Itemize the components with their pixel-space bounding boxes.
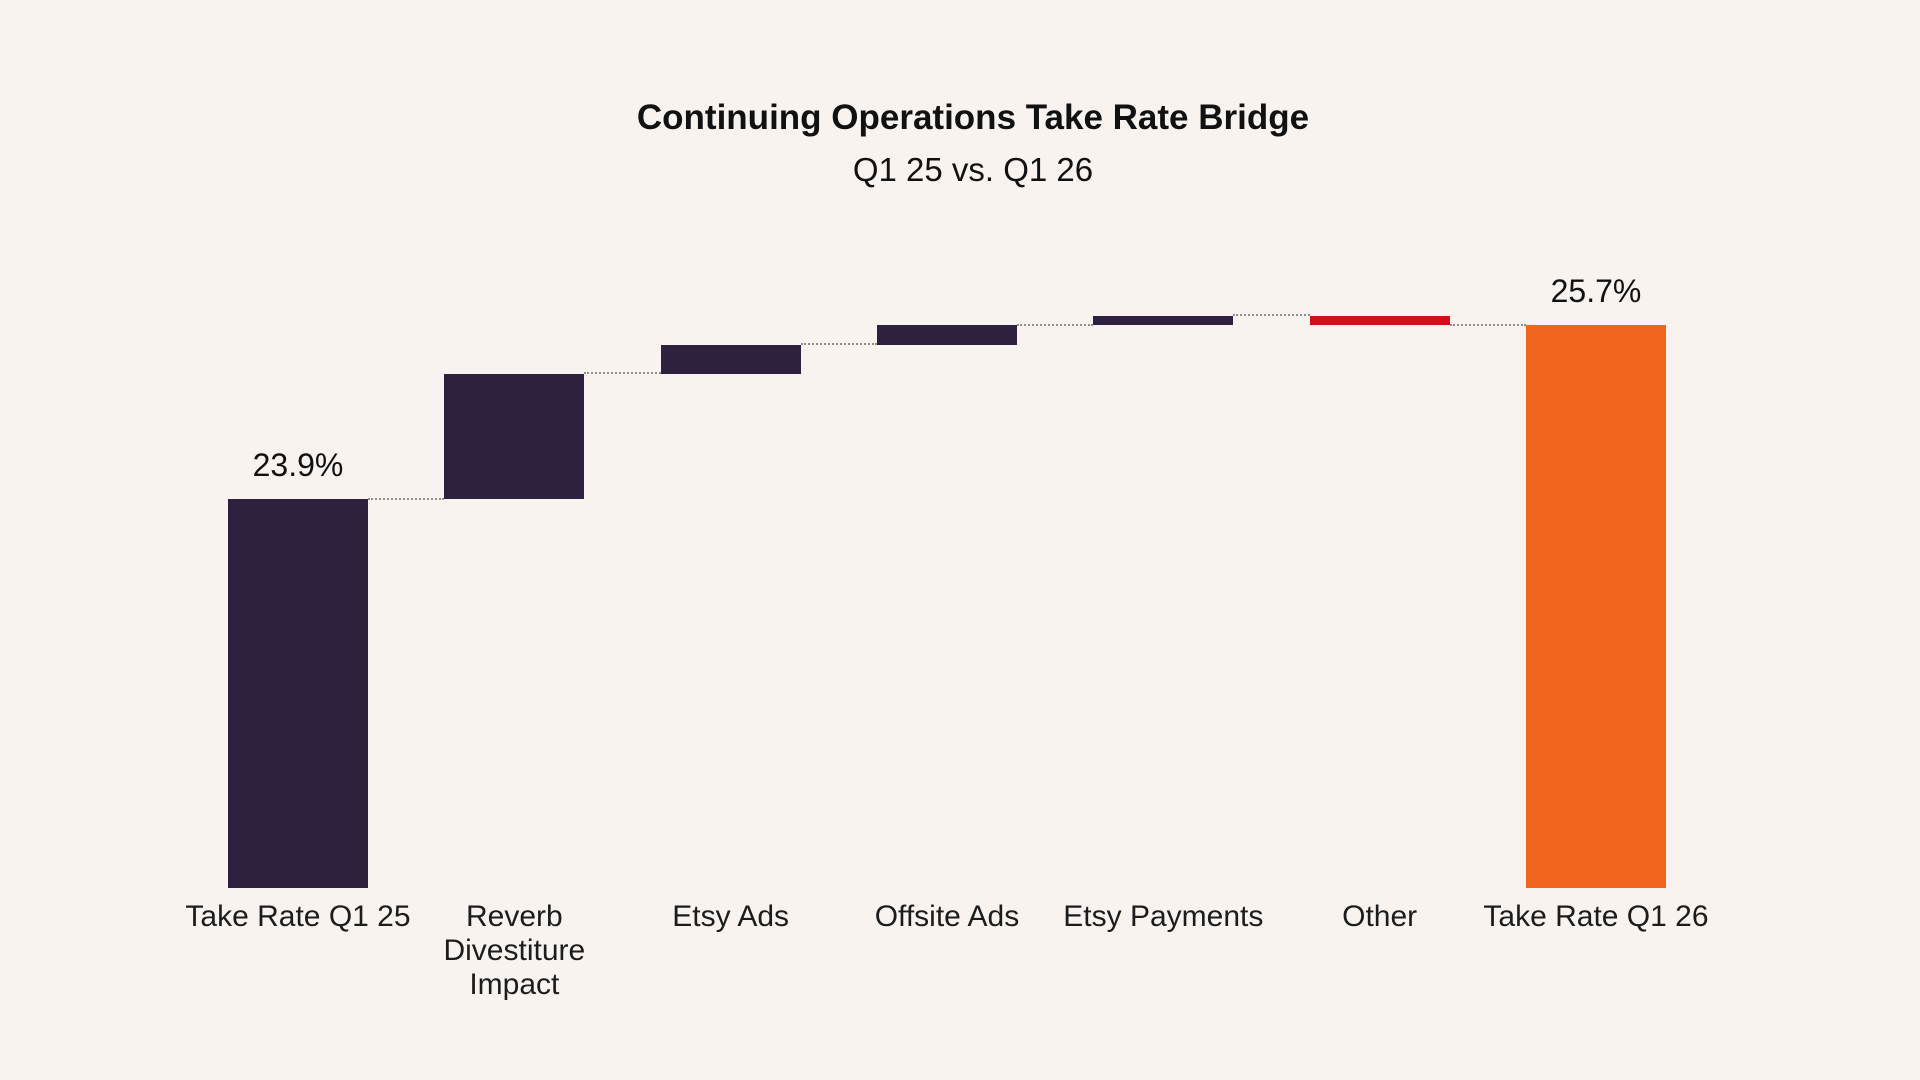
- connector-line: [1016, 323, 1094, 326]
- bar-take-rate-q1-26: [1525, 325, 1666, 888]
- chart-title: Continuing Operations Take Rate Bridge: [636, 98, 1310, 137]
- connector-line: [800, 343, 877, 346]
- value-label-take-rate-q1-25: 23.9%: [252, 447, 344, 484]
- category-label-offsite-ads: Offsite Ads: [874, 900, 1020, 933]
- bar-take-rate-q1-25: [228, 499, 368, 888]
- bar-other: [1309, 315, 1450, 326]
- chart-subtitle: Q1 25 vs. Q1 26: [852, 151, 1094, 188]
- category-label-take-rate-q1-26: Take Rate Q1 26: [1483, 900, 1709, 933]
- category-label-reverb-divestiture-impact: Reverb Divestiture Impact: [443, 900, 586, 1001]
- connector-line: [368, 498, 445, 501]
- bar-reverb-divestiture-impact: [444, 373, 585, 500]
- connector-line: [1233, 314, 1310, 317]
- bar-etsy-ads: [660, 344, 801, 374]
- category-label-etsy-payments: Etsy Payments: [1063, 900, 1264, 933]
- bar-etsy-payments: [1093, 315, 1234, 326]
- category-label-etsy-ads: Etsy Ads: [672, 900, 790, 933]
- connector-line: [584, 372, 661, 375]
- bar-offsite-ads: [876, 325, 1017, 345]
- value-label-take-rate-q1-26: 25.7%: [1550, 273, 1642, 310]
- category-label-other: Other: [1342, 900, 1418, 933]
- category-label-take-rate-q1-25: Take Rate Q1 25: [185, 900, 411, 933]
- connector-line: [1449, 323, 1526, 326]
